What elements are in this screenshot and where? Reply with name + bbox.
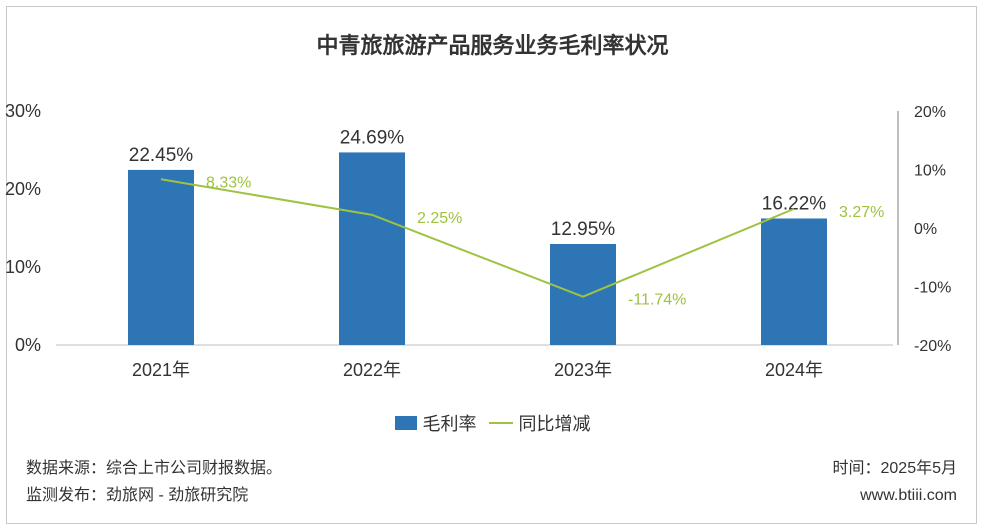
- legend-swatch-bar: [394, 416, 417, 430]
- line-value-label: -11.74%: [628, 292, 686, 309]
- bar: [761, 218, 827, 345]
- y-right-tick-label: 10%: [914, 163, 946, 180]
- line-value-label: 3.27%: [839, 204, 884, 221]
- bar: [550, 243, 616, 345]
- y-left-tick-label: 10%: [5, 257, 41, 277]
- time-note: 时间：2025年5月: [832, 460, 958, 477]
- footer-left: 数据来源：综合上市公司财报数据。 监测发布：劲旅网 - 劲旅研究院: [26, 455, 282, 509]
- bar-value-label: 24.69%: [340, 127, 405, 148]
- footer-right: 时间：2025年5月 www.btiii.com: [833, 455, 958, 509]
- y-right-tick-label: 0%: [914, 221, 937, 238]
- y-left-tick-label: 0%: [15, 335, 41, 355]
- x-tick-label: 2021年: [132, 360, 190, 380]
- website-note: www.btiii.com: [860, 487, 957, 504]
- chart-title: 中青旅旅游产品服务业务毛利率状况: [316, 33, 669, 58]
- line-value-label: 2.25%: [417, 210, 462, 227]
- source-note: 数据来源：综合上市公司财报数据。: [26, 460, 283, 477]
- bar-value-label: 12.95%: [551, 219, 616, 240]
- y-left-tick-label: 20%: [5, 179, 41, 199]
- chart-legend: 毛利率 同比增减: [0, 410, 985, 436]
- legend-item-bar: 毛利率: [394, 410, 477, 436]
- y-right-tick-label: 20%: [914, 104, 946, 121]
- y-left-tick-label: 30%: [5, 101, 41, 121]
- legend-swatch-line: [488, 422, 513, 424]
- x-tick-label: 2023年: [554, 360, 612, 380]
- line-value-label: 8.33%: [206, 174, 251, 191]
- bar-value-label: 16.22%: [762, 193, 827, 214]
- legend-label-line: 同比增减: [518, 414, 591, 434]
- bar-value-label: 22.45%: [129, 145, 194, 166]
- bar: [339, 152, 405, 345]
- legend-label-bar: 毛利率: [422, 414, 477, 434]
- x-tick-label: 2022年: [343, 360, 401, 380]
- legend-item-line: 同比增减: [488, 410, 591, 436]
- bar: [128, 169, 194, 345]
- publisher-note: 监测发布：劲旅网 - 劲旅研究院: [26, 487, 249, 504]
- y-right-tick-label: -10%: [914, 280, 951, 297]
- y-right-tick-label: -20%: [914, 338, 951, 355]
- line-series: [160, 178, 795, 298]
- x-tick-label: 2024年: [765, 360, 823, 380]
